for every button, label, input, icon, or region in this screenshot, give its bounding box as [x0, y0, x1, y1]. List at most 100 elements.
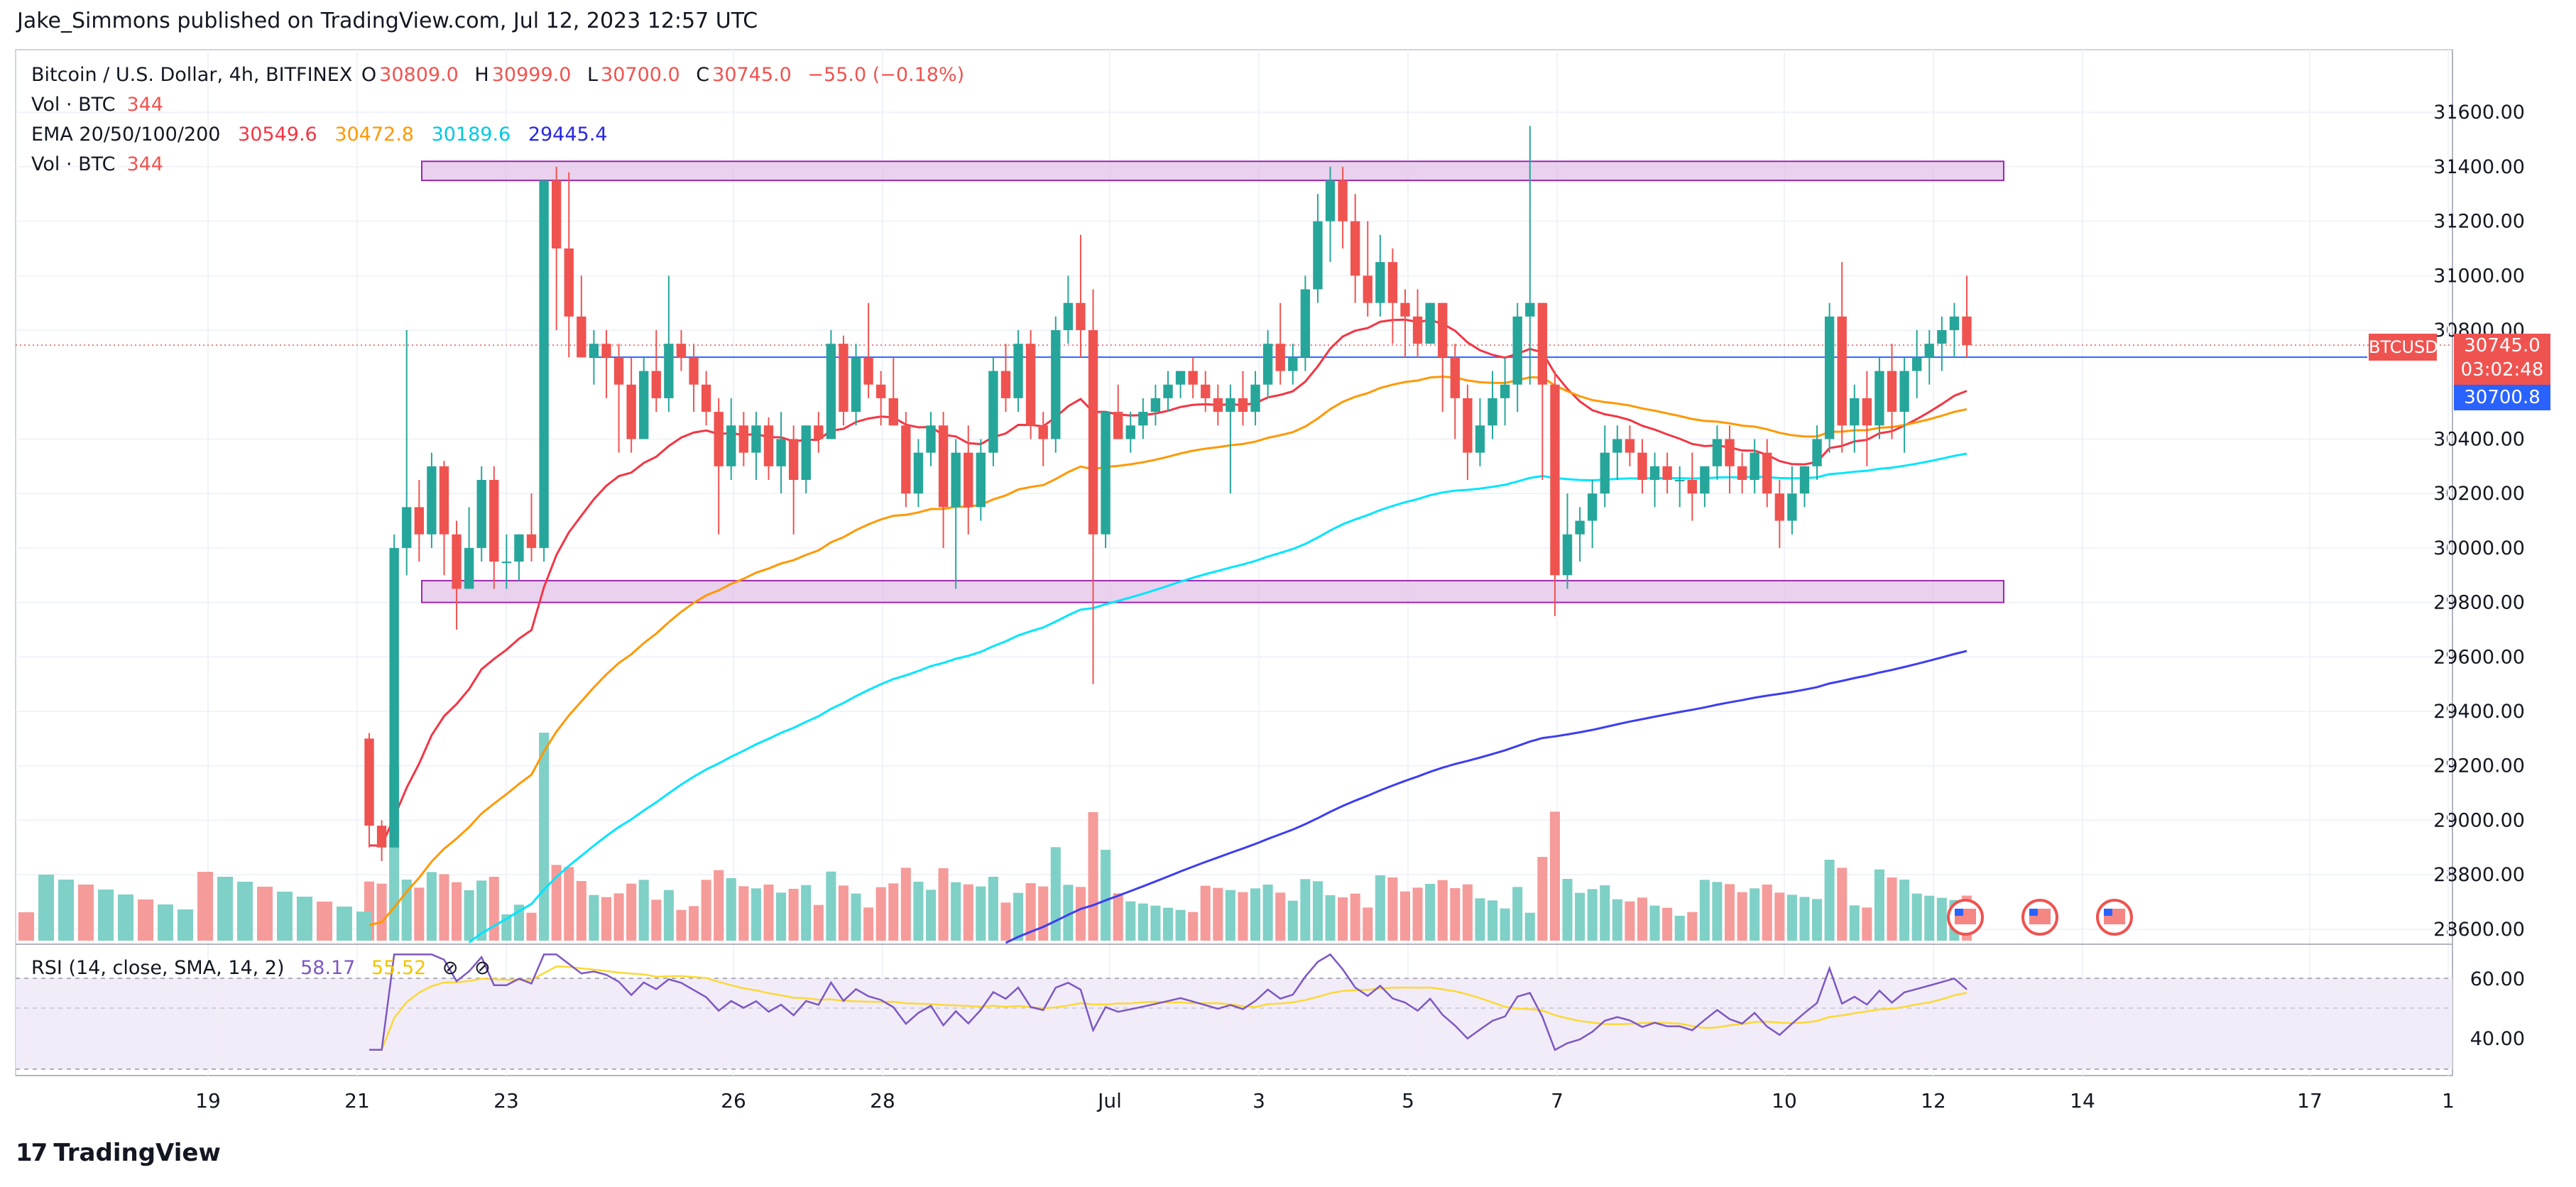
volume-bar: [1175, 909, 1186, 941]
volume-bar: [1325, 895, 1336, 941]
volume-bar: [1338, 897, 1348, 941]
ema-legend[interactable]: EMA 20/50/100/200 30549.6 30472.8 30189.…: [31, 124, 608, 146]
candle-body: [1113, 412, 1123, 439]
x-tick-label: 28: [870, 1089, 895, 1112]
candle-body: [1550, 384, 1560, 576]
volume-bar: [1637, 897, 1647, 941]
volume-bar: [78, 885, 94, 941]
volume-bar: [913, 882, 924, 941]
ema50-line: [369, 376, 1968, 926]
candle-body: [1125, 425, 1135, 439]
candle-body: [1076, 302, 1086, 331]
zone-resistance: [421, 160, 2004, 182]
low-value: 30700.0: [601, 64, 680, 86]
candle-body: [1000, 371, 1011, 398]
hidden-icon[interactable]: ⊘: [442, 957, 459, 979]
volume-bar: [317, 902, 332, 941]
bar-countdown: 03:02:48: [2460, 359, 2544, 381]
volume-bar: [1562, 879, 1573, 941]
volume-legend-2[interactable]: Vol · BTC 344: [31, 153, 163, 175]
candle-body: [738, 425, 749, 453]
rsi-band: [16, 978, 2452, 1069]
volume-bar: [1150, 905, 1161, 941]
volume-value: 344: [126, 94, 163, 116]
candle-body: [476, 479, 486, 548]
x-tick-label: 21: [344, 1089, 370, 1112]
volume-bar: [813, 904, 824, 941]
volume-bar: [1450, 888, 1461, 941]
volume-bar: [1862, 907, 1872, 941]
volume-bar: [1874, 869, 1884, 941]
flag-canton: [2104, 909, 2112, 916]
y-tick-label: 29400.00: [2433, 701, 2525, 723]
volume-bar: [1649, 905, 1660, 941]
volume-bar: [158, 904, 173, 941]
volume-bar: [1687, 912, 1698, 941]
volume-bar: [1000, 902, 1011, 941]
symbol-price-tag: BTCUSD: [2369, 334, 2438, 361]
candle-body: [1525, 302, 1535, 317]
volume-bar: [1063, 885, 1074, 941]
volume-legend[interactable]: Vol · BTC 344: [31, 94, 163, 116]
rsi-legend[interactable]: RSI (14, close, SMA, 14, 2) 58.17 55.52 …: [31, 957, 491, 979]
volume-bar: [564, 867, 574, 941]
volume-bar: [1737, 892, 1747, 941]
candle-body: [1425, 302, 1435, 344]
rsi-value: 58.17: [300, 957, 356, 979]
volume-bar: [1911, 893, 1922, 941]
candle-body: [776, 439, 786, 466]
candle-body: [1949, 316, 1960, 331]
volume-bar: [1549, 811, 1560, 941]
volume-bar: [776, 892, 787, 941]
volume-bar: [1750, 888, 1760, 941]
candle-body: [1250, 384, 1260, 412]
candle-body: [1687, 479, 1697, 494]
volume-bar: [1786, 895, 1797, 941]
candle-body: [1850, 398, 1860, 426]
x-tick-label: 26: [721, 1089, 746, 1112]
ema100-value: 30189.6: [431, 124, 511, 146]
volume-bar: [1238, 892, 1248, 941]
candle-body: [1862, 398, 1872, 426]
rsi-sma-value: 55.52: [371, 957, 427, 979]
ema100-line: [468, 452, 1968, 943]
volume-bar: [714, 870, 724, 941]
x-tick-label: Jul: [1096, 1089, 1122, 1112]
candle-body: [1025, 344, 1036, 426]
volume-bar: [439, 874, 449, 941]
y-tick-label: 31000.00: [2433, 265, 2525, 287]
volume-bar: [1887, 877, 1897, 941]
volume-bar: [138, 899, 153, 941]
hidden-icon-2[interactable]: ⊘: [474, 957, 491, 979]
tradingview-branding[interactable]: 17 TradingView: [16, 1139, 221, 1167]
volume-bar: [701, 880, 711, 941]
volume-bar: [788, 889, 799, 941]
symbol-title[interactable]: Bitcoin / U.S. Dollar, 4h, BITFINEX: [31, 64, 353, 86]
volume-bar: [476, 880, 487, 941]
volume-bar: [638, 880, 649, 941]
volume-bar: [1437, 880, 1448, 941]
x-tick-label: 19: [195, 1089, 221, 1112]
volume-bar: [539, 733, 550, 941]
candle-body: [938, 425, 949, 508]
candle-body: [1475, 425, 1485, 453]
high-value: 30999.0: [491, 64, 572, 86]
volume-bar: [1137, 903, 1148, 941]
y-tick-label: 28800.00: [2433, 864, 2525, 886]
volume-bar: [426, 872, 437, 941]
candle-body: [1649, 466, 1660, 480]
candle-body: [1512, 316, 1522, 385]
tradingview-brand: TradingView: [53, 1139, 221, 1167]
volume-bar: [1250, 888, 1261, 941]
volume-bar: [98, 890, 114, 941]
volume-bar: [863, 907, 874, 941]
candle-body: [964, 452, 973, 508]
volume-bar: [1387, 877, 1398, 941]
candle-body: [1363, 275, 1372, 303]
volume-bar: [1537, 857, 1548, 941]
symbol-legend: Bitcoin / U.S. Dollar, 4h, BITFINEX O 308…: [31, 64, 965, 86]
volume-bar: [1088, 812, 1098, 941]
volume-bar: [738, 886, 749, 941]
candle-body: [1300, 289, 1311, 358]
